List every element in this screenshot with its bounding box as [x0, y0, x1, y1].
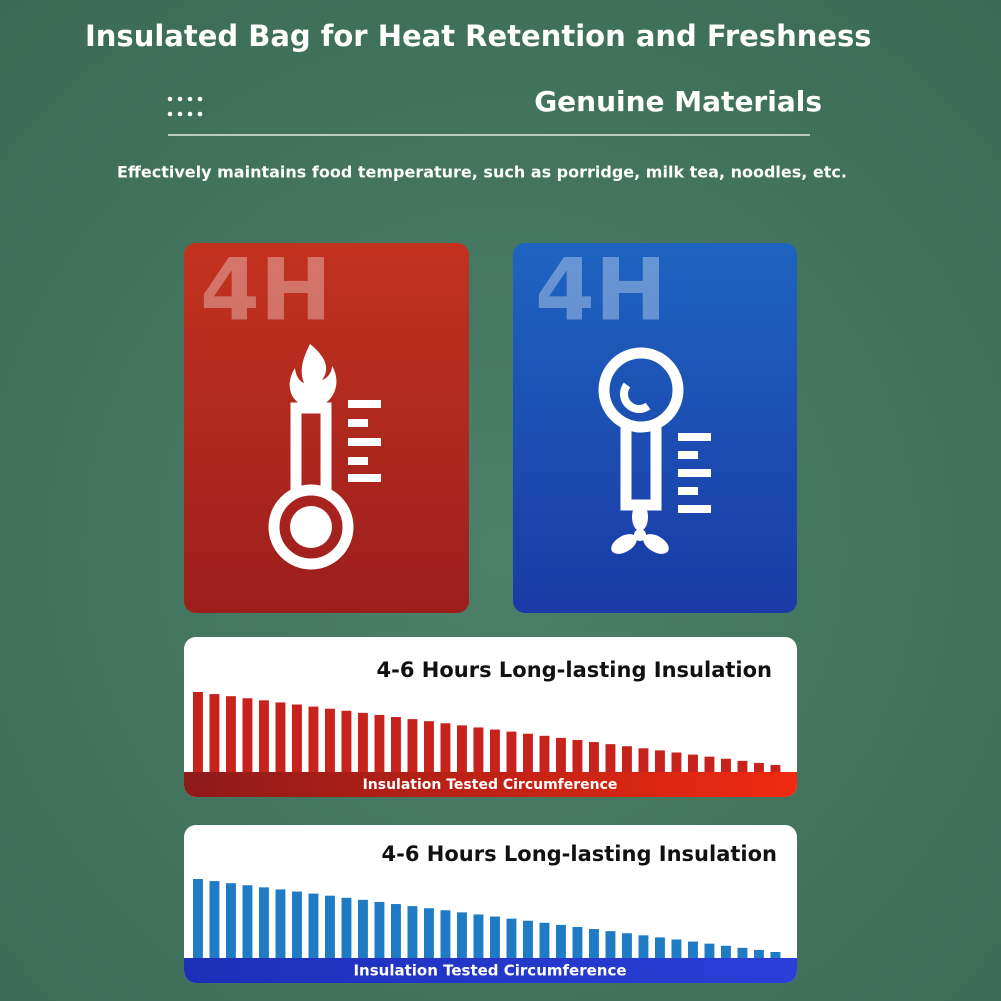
decor-bar	[226, 696, 236, 772]
decor-bar	[457, 912, 467, 958]
decor-bar	[374, 901, 385, 958]
decor-bar	[407, 719, 418, 772]
decor-bar	[638, 935, 649, 958]
decor-bar	[424, 908, 434, 958]
dots-icon	[167, 96, 203, 117]
decor-bar	[457, 725, 467, 772]
decor-bar	[605, 744, 616, 772]
decor-bar	[308, 706, 319, 772]
decor-bar	[721, 945, 731, 958]
decor-bar	[506, 918, 517, 958]
decor-bar	[754, 762, 764, 772]
hot-panel-title: 4-6 Hours Long-lasting Insulation	[377, 658, 772, 682]
decor-bar	[556, 924, 566, 958]
hot-card-label: 4H	[200, 240, 332, 340]
decor-bar	[209, 881, 220, 958]
decor-bar	[523, 920, 533, 958]
decor-bar	[671, 939, 682, 958]
decor-bar	[226, 883, 236, 958]
decor-bar	[539, 735, 550, 772]
decor-bar	[341, 710, 352, 772]
decor-bar	[572, 926, 583, 958]
decor-bar	[622, 933, 632, 958]
decor-bar	[275, 889, 286, 958]
decor-bar	[704, 756, 715, 772]
decor-bar	[605, 931, 616, 958]
decor-bar	[358, 712, 368, 772]
cold-bars	[193, 879, 781, 958]
decor-bar	[275, 702, 286, 772]
decor-bar	[572, 739, 583, 772]
decor-bar	[721, 758, 731, 772]
decor-bar	[655, 750, 665, 772]
decor-bar	[391, 904, 401, 958]
decor-bar	[292, 891, 302, 958]
decor-bar	[341, 897, 352, 958]
decor-bar	[473, 727, 484, 772]
decor-bar	[325, 708, 335, 772]
cold-band	[184, 958, 797, 983]
decor-bar	[770, 765, 781, 772]
decor-bar	[770, 952, 781, 958]
decor-bar	[523, 733, 533, 772]
cold-card-label: 4H	[535, 240, 667, 340]
decor-bar	[737, 760, 748, 772]
hot-bars	[193, 692, 781, 772]
decor-bar	[308, 893, 319, 958]
decor-bar	[193, 879, 203, 958]
decor-bar	[440, 910, 451, 958]
decor-bar	[539, 922, 550, 958]
decor-bar	[193, 692, 203, 772]
cold-panel-footer: Insulation Tested Circumference	[353, 962, 626, 980]
hot-bulb	[290, 506, 332, 548]
hot-scale-icon	[348, 400, 381, 482]
decor-bar	[242, 698, 253, 772]
decor-bar	[424, 721, 434, 772]
decor-bar	[671, 752, 682, 772]
title: Insulated Bag for Heat Retention and Fre…	[85, 19, 872, 53]
decor-bar	[440, 723, 451, 772]
decor-bar	[259, 700, 269, 772]
decor-bar	[473, 914, 484, 958]
fan-icon	[611, 503, 669, 554]
flame-icon	[289, 344, 337, 408]
decor-bar	[737, 947, 748, 958]
decor-bar	[704, 943, 715, 958]
decor-bar	[242, 885, 253, 958]
decor-bar	[209, 694, 220, 772]
decor-bar	[391, 717, 401, 772]
hot-panel-footer: Insulation Tested Circumference	[363, 777, 618, 793]
decor-bar	[490, 729, 500, 772]
decor-bar	[622, 746, 632, 772]
decor-bar	[556, 737, 566, 772]
decor-bar	[325, 895, 335, 958]
decor-bar	[292, 704, 302, 772]
decor-bar	[358, 899, 368, 958]
decor-bar	[589, 742, 599, 772]
hot-band	[184, 772, 797, 797]
decor-bar	[655, 937, 665, 958]
hot-thermometer-icon	[268, 402, 354, 570]
decor-bar	[490, 916, 500, 958]
decor-bar	[506, 731, 517, 772]
decor-bar	[407, 906, 418, 958]
decor-bar	[688, 941, 698, 958]
decor-bar	[638, 748, 649, 772]
decor-bar	[589, 929, 599, 958]
cold-scale-icon	[678, 433, 711, 513]
description: Effectively maintains food temperature, …	[117, 163, 847, 182]
subtitle: Genuine Materials	[534, 85, 822, 118]
decor-bar	[374, 714, 385, 772]
decor-bar	[688, 754, 698, 772]
decor-bar	[259, 887, 269, 958]
cold-panel-title: 4-6 Hours Long-lasting Insulation	[382, 842, 777, 866]
decor-bar	[754, 949, 764, 958]
